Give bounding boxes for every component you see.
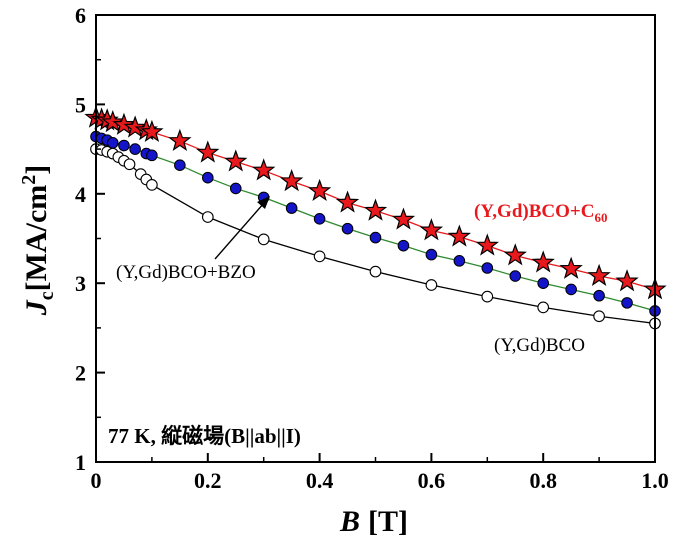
series-1-point <box>118 139 130 152</box>
series-2-point <box>481 290 494 303</box>
y-axis-title: Jc[MA/cm2] <box>18 165 58 317</box>
series-1-point <box>341 222 354 235</box>
series-1-point <box>509 270 522 282</box>
x-axis-title-main: B <box>339 505 360 538</box>
series-0-point <box>447 224 472 247</box>
series-0-point <box>224 149 248 172</box>
series-label-c60-main: (Y,Gd)BCO+C <box>474 201 594 222</box>
series-1-point <box>453 255 466 267</box>
series-1-point <box>369 231 382 244</box>
series-0-point <box>168 128 192 151</box>
series-2-point <box>201 211 214 223</box>
series-1-point <box>621 297 633 309</box>
series-1-point <box>229 182 242 195</box>
series-1-point <box>202 171 214 184</box>
y-axis-title-sup: 2 <box>18 175 40 185</box>
y-tick-label: 4 <box>75 182 86 207</box>
series-1-point <box>106 137 119 149</box>
x-tick-label: 1.0 <box>641 468 669 493</box>
tick-labels: 0 0.2 0.4 0.6 0.8 1.0 1 2 3 4 5 6 <box>75 3 669 493</box>
series-1-point <box>537 277 550 290</box>
series-1-point <box>397 239 410 252</box>
series-0-point <box>391 207 416 230</box>
x-axis-title-unit: [T] <box>368 505 408 538</box>
series-0-point <box>252 158 276 181</box>
series-1-point <box>285 202 298 214</box>
y-tick-label: 3 <box>75 271 86 296</box>
x-axis-title: B [T] <box>339 505 408 538</box>
series-0-point <box>531 250 555 273</box>
series-label-base: (Y,Gd)BCO <box>494 335 585 356</box>
series-label-c60-sub: 60 <box>594 210 607 225</box>
series-0-point <box>363 198 388 221</box>
series-0-point <box>307 178 332 202</box>
bzo-arrow-head <box>257 196 270 209</box>
series-0-point <box>475 233 499 256</box>
series-1-point <box>313 213 326 225</box>
y-tick-label: 6 <box>75 3 86 28</box>
x-tick-label: 0.8 <box>529 468 557 493</box>
series-0-point <box>335 190 360 213</box>
series-2-point <box>123 158 136 171</box>
y-axis-title-close: ] <box>20 165 53 175</box>
series-1-point <box>593 289 605 302</box>
x-tick-label: 0.2 <box>194 468 222 493</box>
series-label-bzo: (Y,Gd)BCO+BZO <box>116 262 256 283</box>
series-0-point <box>140 119 164 143</box>
series-1-point <box>425 248 438 261</box>
series-0-point <box>196 140 220 163</box>
series-1-point <box>481 262 494 274</box>
x-tick-label: 0.4 <box>306 468 334 493</box>
y-tick-label: 5 <box>75 92 86 117</box>
y-axis-title-main: J <box>20 299 53 316</box>
series-2-point <box>257 233 270 246</box>
series-1-point <box>146 149 158 162</box>
series-0-point <box>419 218 444 241</box>
y-axis-title-unit: [MA/cm <box>20 185 53 292</box>
series-2-point <box>313 250 326 263</box>
x-tick-label: 0.6 <box>418 468 446 493</box>
series-1-point <box>129 143 141 155</box>
series-2-point <box>537 301 550 314</box>
series-0-point <box>503 243 527 266</box>
series-0-point <box>615 269 639 292</box>
series-2-point <box>593 310 605 323</box>
series-1-point <box>565 283 577 296</box>
condition-label: 77 K, 縦磁場(B||ab||I) <box>108 424 301 448</box>
x-tick-label: 0 <box>91 468 102 493</box>
series-2-point <box>369 265 382 278</box>
axis-ticks <box>95 14 656 463</box>
y-axis-title-sub: c <box>36 291 58 300</box>
bzo-arrow-shaft <box>214 202 265 260</box>
series-2-point <box>146 179 158 191</box>
y-tick-label: 2 <box>75 361 86 386</box>
series-0-point <box>279 169 304 192</box>
series-1-point <box>174 159 186 171</box>
series-0-point <box>587 263 611 286</box>
y-tick-label: 1 <box>75 450 86 475</box>
series-0-point <box>559 256 583 279</box>
series-label-c60: (Y,Gd)BCO+C60 <box>474 201 607 225</box>
series-2-point <box>425 279 438 291</box>
